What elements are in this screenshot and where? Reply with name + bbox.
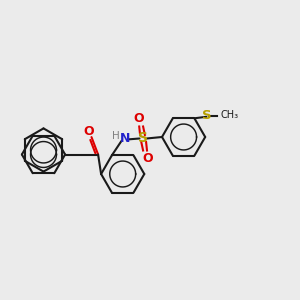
Text: S: S (202, 109, 212, 122)
Text: CH₃: CH₃ (220, 110, 238, 120)
Text: N: N (120, 132, 130, 145)
Text: S: S (138, 131, 148, 146)
Text: O: O (142, 152, 153, 165)
Text: O: O (133, 112, 144, 124)
Text: H: H (112, 131, 120, 141)
Text: O: O (84, 125, 94, 138)
